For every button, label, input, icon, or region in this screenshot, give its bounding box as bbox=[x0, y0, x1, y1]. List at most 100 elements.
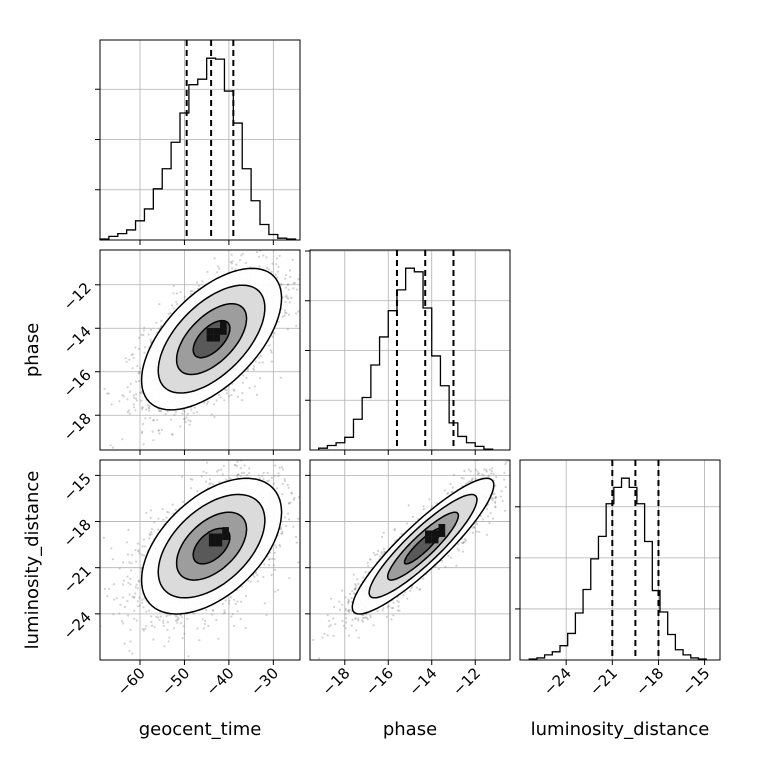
sample-point bbox=[121, 394, 124, 397]
sample-point bbox=[135, 393, 138, 396]
sample-point bbox=[280, 458, 282, 460]
sample-point bbox=[141, 422, 145, 426]
sample-point bbox=[272, 482, 275, 485]
sample-point bbox=[271, 262, 274, 265]
sample-point bbox=[162, 624, 165, 628]
sample-point bbox=[262, 477, 265, 480]
density-peak-cell bbox=[220, 328, 227, 335]
sample-point bbox=[177, 617, 180, 620]
sample-point bbox=[230, 262, 233, 265]
sample-point bbox=[275, 546, 278, 549]
sample-point bbox=[190, 408, 193, 411]
sample-point bbox=[247, 246, 249, 248]
sample-point bbox=[157, 517, 160, 520]
sample-point bbox=[297, 278, 300, 281]
sample-point bbox=[292, 525, 295, 528]
sample-point bbox=[241, 252, 244, 255]
sample-point bbox=[145, 511, 148, 515]
sample-point bbox=[181, 636, 184, 640]
sample-point bbox=[281, 530, 284, 533]
sample-point bbox=[223, 609, 226, 612]
sample-point bbox=[140, 392, 143, 395]
sample-point bbox=[160, 428, 163, 431]
sample-point bbox=[137, 380, 141, 383]
sample-point bbox=[172, 307, 175, 310]
sample-point bbox=[242, 374, 245, 377]
sample-point bbox=[198, 284, 201, 287]
sample-point bbox=[240, 600, 243, 603]
sample-point bbox=[132, 406, 136, 409]
sample-point bbox=[183, 295, 186, 299]
sample-point bbox=[295, 288, 298, 291]
sample-point bbox=[148, 534, 152, 537]
sample-point bbox=[138, 370, 141, 373]
sample-point bbox=[135, 380, 138, 383]
sample-point bbox=[149, 338, 152, 341]
sample-point bbox=[183, 410, 186, 413]
sample-point bbox=[213, 403, 216, 406]
sample-point bbox=[156, 418, 159, 422]
sample-point bbox=[146, 404, 149, 407]
sample-point bbox=[261, 240, 263, 242]
sample-point bbox=[297, 310, 300, 313]
sample-point bbox=[179, 291, 182, 294]
sample-point bbox=[276, 276, 279, 279]
sample-point bbox=[274, 273, 277, 276]
sample-point bbox=[142, 554, 145, 557]
sample-point bbox=[172, 627, 176, 630]
sample-point bbox=[253, 385, 256, 388]
sample-point bbox=[131, 367, 134, 370]
sample-point bbox=[266, 480, 269, 483]
sample-point bbox=[233, 463, 236, 466]
sample-point bbox=[147, 409, 151, 412]
hist-panel-phase bbox=[305, 249, 511, 455]
sample-point bbox=[167, 312, 170, 315]
hist-background bbox=[100, 40, 300, 240]
sample-point bbox=[276, 588, 280, 592]
sample-point bbox=[236, 600, 239, 603]
sample-point bbox=[283, 314, 286, 317]
sample-point bbox=[272, 564, 276, 567]
sample-point bbox=[140, 333, 143, 336]
sample-point bbox=[295, 541, 298, 544]
sample-point bbox=[134, 409, 137, 412]
sample-point bbox=[223, 456, 225, 458]
sample-point bbox=[150, 527, 153, 530]
sample-point bbox=[169, 312, 172, 315]
sample-point bbox=[150, 615, 153, 618]
sample-point bbox=[268, 558, 271, 561]
sample-point bbox=[269, 349, 272, 352]
sample-point bbox=[134, 397, 137, 400]
sample-point bbox=[158, 432, 161, 435]
sample-point bbox=[280, 532, 283, 535]
sample-point bbox=[229, 261, 232, 264]
sample-point bbox=[133, 617, 136, 621]
sample-point bbox=[279, 526, 282, 529]
sample-point bbox=[127, 528, 130, 532]
sample-point bbox=[144, 627, 147, 631]
sample-point bbox=[137, 372, 140, 375]
sample-point bbox=[189, 290, 192, 293]
y-tick-label: −14 bbox=[60, 322, 95, 357]
sample-point bbox=[206, 400, 210, 403]
sample-point bbox=[153, 625, 156, 628]
sample-point bbox=[204, 619, 207, 623]
sample-point bbox=[213, 415, 216, 419]
sample-point bbox=[287, 297, 290, 300]
sample-point bbox=[266, 266, 269, 270]
sample-point bbox=[129, 390, 132, 393]
panel-content bbox=[100, 240, 300, 450]
sample-point bbox=[162, 619, 165, 622]
sample-point bbox=[222, 464, 225, 467]
sample-point bbox=[215, 399, 218, 402]
sample-point bbox=[182, 625, 185, 628]
sample-point bbox=[189, 420, 192, 423]
sample-point bbox=[225, 392, 228, 395]
sample-point bbox=[290, 296, 293, 299]
sample-point bbox=[129, 382, 132, 385]
sample-point bbox=[248, 467, 251, 470]
sample-point bbox=[202, 627, 205, 630]
sample-point bbox=[262, 471, 265, 474]
sample-point bbox=[128, 412, 131, 415]
